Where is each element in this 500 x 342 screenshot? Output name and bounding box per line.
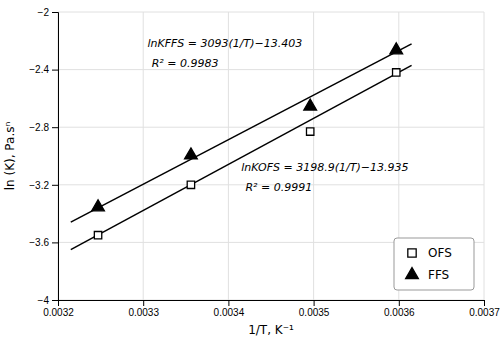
tick-label: −2.4 bbox=[29, 64, 49, 75]
tick-mark bbox=[52, 242, 58, 243]
tick-label: −2.8 bbox=[29, 122, 49, 133]
annotations: lnKFFS = 3093(1/T)−13.403 R² = 0.9983 lnKO… bbox=[147, 37, 408, 194]
point bbox=[393, 69, 400, 76]
tick-label: −4 bbox=[38, 295, 50, 306]
point bbox=[304, 99, 317, 110]
marks bbox=[71, 43, 412, 250]
annotation: lnKFFS = 3093(1/T)−13.403 bbox=[147, 37, 302, 50]
tick-label: 0.0036 bbox=[384, 307, 415, 318]
tick-label: −3.2 bbox=[29, 180, 49, 191]
tick-mark bbox=[52, 12, 58, 13]
tick: 0.0035 bbox=[299, 300, 330, 318]
tick: 0.0034 bbox=[214, 300, 245, 318]
tick-label: 0.0033 bbox=[128, 307, 159, 318]
grid-line bbox=[143, 12, 144, 300]
legend-marker bbox=[406, 268, 419, 279]
point bbox=[185, 148, 198, 159]
tick-label: −2 bbox=[38, 7, 50, 18]
legend-label: FFS bbox=[428, 268, 449, 282]
tick-mark bbox=[52, 70, 58, 71]
fit-line bbox=[71, 65, 412, 249]
grid-line bbox=[58, 69, 484, 70]
grid-line bbox=[313, 12, 314, 300]
tick: −3.6 bbox=[29, 237, 58, 248]
legend-label: OFS bbox=[428, 246, 452, 260]
axis-line bbox=[59, 301, 485, 307]
grid-line bbox=[228, 12, 229, 300]
tick: 0.0033 bbox=[128, 300, 159, 318]
tick: −2 bbox=[38, 7, 58, 18]
grid-line bbox=[484, 12, 485, 300]
tick-mark bbox=[399, 300, 400, 306]
tick-mark bbox=[52, 185, 58, 186]
point bbox=[306, 128, 313, 135]
legend-marker bbox=[408, 249, 416, 257]
fit-line bbox=[71, 44, 412, 222]
legend-box bbox=[394, 238, 474, 290]
annotation: lnKOFS = 3198.9(1/T)−13.935 bbox=[241, 161, 408, 174]
tick-mark bbox=[143, 300, 144, 306]
tick-label: 0.0037 bbox=[469, 307, 500, 318]
tick-mark bbox=[314, 300, 315, 306]
legend: OFS FFS bbox=[394, 238, 474, 290]
chart: 0.0032 0.0033 0.0034 0.0035 0.0036 0.0037 −4 −3… bbox=[0, 0, 500, 342]
tick-mark bbox=[228, 300, 229, 306]
tick-mark bbox=[52, 127, 58, 128]
tick-label: 0.0035 bbox=[299, 307, 330, 318]
annotation: R² = 0.9991 bbox=[245, 181, 312, 194]
tick-label: −3.6 bbox=[29, 237, 49, 248]
tick-label: 0.0034 bbox=[214, 307, 245, 318]
plot: 0.0032 0.0033 0.0034 0.0035 0.0036 0.0037 −4 −3… bbox=[29, 7, 500, 318]
tick-label: 0.0032 bbox=[43, 307, 74, 318]
tick: 0.0037 bbox=[469, 300, 500, 318]
annotation: R² = 0.9983 bbox=[152, 57, 219, 70]
tick: −3.2 bbox=[29, 180, 58, 191]
grid-line bbox=[58, 127, 484, 128]
tick: −2.8 bbox=[29, 122, 58, 133]
point bbox=[390, 43, 403, 54]
x-axis-title: 1/T, K⁻¹ bbox=[248, 323, 294, 337]
y-axis: −4 −3.6 −3.2 −2.8 −2.4 −2 bbox=[29, 7, 58, 306]
grid-line bbox=[58, 12, 484, 13]
tick: −4 bbox=[38, 295, 58, 306]
tick: 0.0036 bbox=[384, 300, 415, 318]
grid bbox=[58, 12, 484, 300]
x-axis: 0.0032 0.0033 0.0034 0.0035 0.0036 0.0037 bbox=[43, 300, 500, 318]
tick-mark bbox=[52, 300, 58, 301]
y-axis-title: ln (K), Pa.sⁿ bbox=[3, 122, 17, 191]
point bbox=[94, 231, 101, 238]
tick: −2.4 bbox=[29, 64, 58, 75]
point bbox=[92, 200, 105, 211]
axis-line bbox=[52, 13, 59, 301]
tick-mark bbox=[484, 300, 485, 306]
point bbox=[187, 181, 194, 188]
